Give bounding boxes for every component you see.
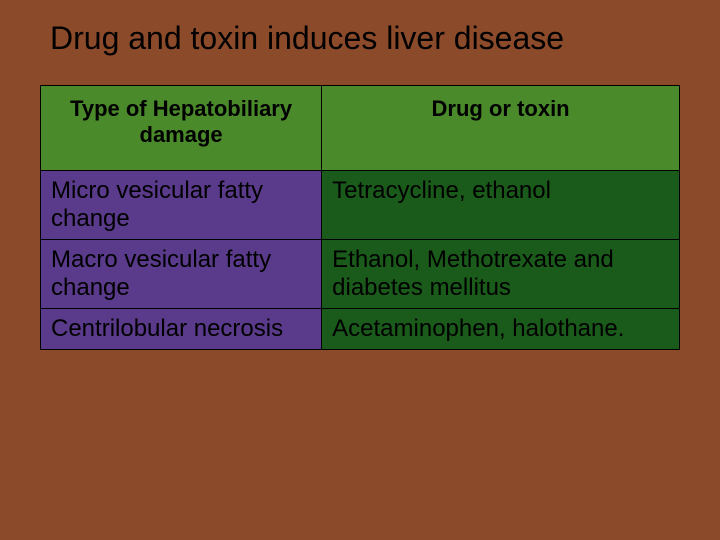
col-header-type: Type of Hepatobiliary damage — [41, 86, 322, 171]
cell-drug: Ethanol, Methotrexate and diabetes melli… — [322, 240, 680, 309]
cell-drug: Acetaminophen, halothane. — [322, 309, 680, 350]
liver-table: Type of Hepatobiliary damage Drug or tox… — [40, 85, 680, 350]
cell-drug: Tetracycline, ethanol — [322, 171, 680, 240]
table-row: Micro vesicular fatty change Tetracyclin… — [41, 171, 680, 240]
page-title: Drug and toxin induces liver disease — [0, 20, 720, 57]
slide: Drug and toxin induces liver disease Typ… — [0, 0, 720, 540]
cell-type: Micro vesicular fatty change — [41, 171, 322, 240]
table-container: Type of Hepatobiliary damage Drug or tox… — [40, 85, 680, 350]
col-header-drug: Drug or toxin — [322, 86, 680, 171]
table-row: Centrilobular necrosis Acetaminophen, ha… — [41, 309, 680, 350]
table-header-row: Type of Hepatobiliary damage Drug or tox… — [41, 86, 680, 171]
cell-type: Macro vesicular fatty change — [41, 240, 322, 309]
table-row: Macro vesicular fatty change Ethanol, Me… — [41, 240, 680, 309]
cell-type: Centrilobular necrosis — [41, 309, 322, 350]
